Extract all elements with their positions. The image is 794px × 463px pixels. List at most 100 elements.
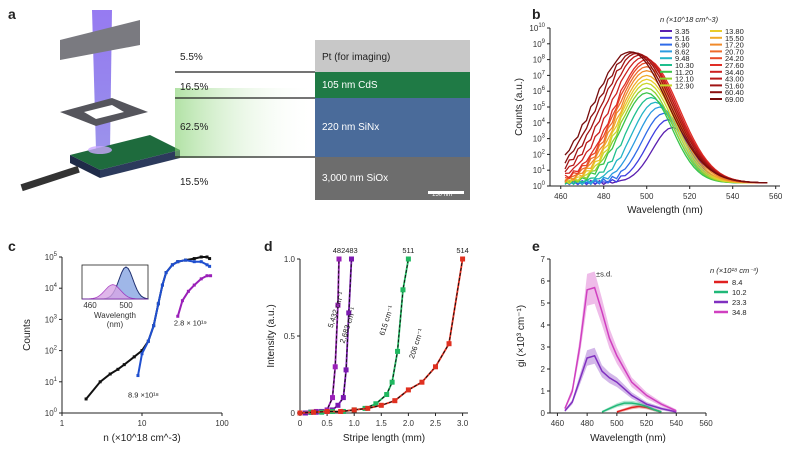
d-point-483 [343, 367, 349, 373]
b-legend-label: 9.48 [675, 54, 690, 63]
d-point-514 [419, 379, 425, 385]
b-ytick-label: 106 [533, 86, 546, 96]
e-ytick-label: 6 [541, 277, 546, 286]
e-ytick-label: 2 [541, 365, 546, 374]
panel-label-c: c [8, 238, 16, 254]
e-legend-label: 23.3 [732, 298, 747, 307]
d-point-511 [384, 392, 390, 398]
d-ylabel: Intensity (a.u.) [266, 304, 277, 367]
c-ytick-label: 100 [45, 408, 58, 418]
c-point-purple [180, 299, 184, 303]
b-ytick-label: 109 [533, 39, 546, 49]
c-point-black [84, 397, 88, 401]
layer-sin: 220 nm SiNx [322, 122, 380, 133]
mode-glow [175, 88, 315, 158]
c-ytick-label: 105 [45, 252, 58, 262]
cylindrical-lens [60, 20, 140, 60]
e-ytick-label: 5 [541, 299, 546, 308]
b-legend-label: 69.00 [725, 95, 744, 104]
pct-cds: 16.5% [180, 82, 209, 93]
b-legend-label: 13.80 [725, 27, 744, 36]
b-xlabel: Wavelength (nm) [627, 205, 703, 216]
c-point-black [205, 255, 209, 259]
c-ylabel: Counts [22, 319, 33, 351]
c-point-blue [208, 264, 212, 268]
c-xlabel: n (×10^18 cm^-3) [103, 433, 180, 444]
c-point-blue [205, 263, 209, 267]
b-legend-label: 8.62 [675, 47, 690, 56]
d-xlabel: Stripe length (mm) [343, 433, 425, 444]
d-point-483 [335, 402, 341, 408]
b-xtick-label: 500 [640, 192, 654, 201]
layer-cds: 105 nm CdS [322, 80, 378, 91]
d-point-483 [340, 395, 346, 401]
b-legend-label: 3.35 [675, 27, 690, 36]
d-point-511 [373, 401, 379, 407]
d-fit-511 [299, 258, 409, 414]
d-point-482 [336, 256, 342, 262]
c-annotation-blue: 8.9 ×10¹⁸ [128, 390, 159, 399]
c-xtick-label: 10 [138, 419, 147, 428]
b-xtick-label: 460 [554, 192, 568, 201]
c-point-purple [176, 314, 180, 318]
c-point-black [208, 257, 212, 261]
c-point-purple [192, 283, 196, 287]
e-band-23.3 [564, 347, 677, 413]
panel-label-d: d [264, 238, 273, 254]
c-point-blue [164, 271, 168, 275]
d-ytick-label: 1.0 [284, 255, 296, 264]
e-legend-label: 34.8 [732, 308, 747, 317]
b-xtick-label: 540 [726, 192, 740, 201]
e-series-10.2 [601, 402, 662, 413]
c-point-blue [152, 324, 156, 328]
b-ylabel: Counts (a.u.) [514, 78, 525, 136]
e-xtick-label: 560 [699, 419, 713, 428]
e-xtick-label: 500 [610, 419, 624, 428]
e-legend-label: 10.2 [732, 288, 747, 297]
c-xtick-label: 100 [215, 419, 229, 428]
b-ytick-label: 107 [533, 70, 546, 80]
d-point-514 [378, 402, 384, 408]
d-ytick-label: 0.5 [284, 332, 296, 341]
collection-fiber [20, 165, 80, 192]
d-point-482 [332, 364, 338, 370]
d-point-514 [460, 256, 466, 262]
chart-c: 1 10 100 100 101 102 103 104 105 n (×10^18 cm^-3)… [22, 252, 229, 444]
e-series-23.3 [564, 354, 677, 413]
d-rate-label-514: 206 cm⁻¹ [407, 327, 425, 360]
b-legend-label: 6.90 [675, 41, 690, 50]
c-point-blue [136, 374, 140, 378]
c-point-black [116, 367, 120, 371]
e-xlabel: Wavelength (nm) [590, 433, 666, 444]
c-inset-spectrum-purple [82, 284, 148, 300]
d-peak-label-511: 511 [402, 246, 414, 255]
e-ytick-label: 3 [541, 343, 546, 352]
b-ytick-label: 102 [533, 149, 546, 159]
b-legend-label: 17.20 [725, 41, 744, 50]
d-point-514 [311, 409, 317, 415]
b-ytick-label: 100 [533, 181, 546, 191]
e-sd-annotation: ±s.d. [596, 270, 612, 279]
e-band-10.2 [602, 400, 662, 413]
scale-bar-label: 150 nm [432, 192, 453, 198]
c-point-black [132, 355, 136, 359]
c-point-black [122, 363, 126, 367]
e-xtick-label: 460 [551, 419, 565, 428]
e-series-34.8 [564, 286, 677, 412]
c-point-purple [186, 289, 190, 293]
b-ytick-label: 103 [533, 134, 546, 144]
c-point-blue [160, 283, 164, 287]
layer-sio: 3,000 nm SiOx [322, 173, 389, 184]
d-point-514 [351, 407, 357, 413]
d-point-514 [297, 410, 303, 416]
panel-label-a: a [8, 6, 16, 22]
b-legend-label: 34.40 [725, 68, 744, 77]
d-point-514 [324, 408, 330, 414]
d-rate-label-511: 615 cm⁻¹ [377, 304, 395, 337]
d-xtick-label: 0 [298, 419, 303, 428]
pct-pt: 5.5% [180, 52, 203, 63]
e-ytick-label: 4 [541, 321, 546, 330]
b-legend-label: 12.90 [675, 81, 694, 90]
d-point-482 [330, 395, 336, 401]
c-point-blue [146, 339, 150, 343]
